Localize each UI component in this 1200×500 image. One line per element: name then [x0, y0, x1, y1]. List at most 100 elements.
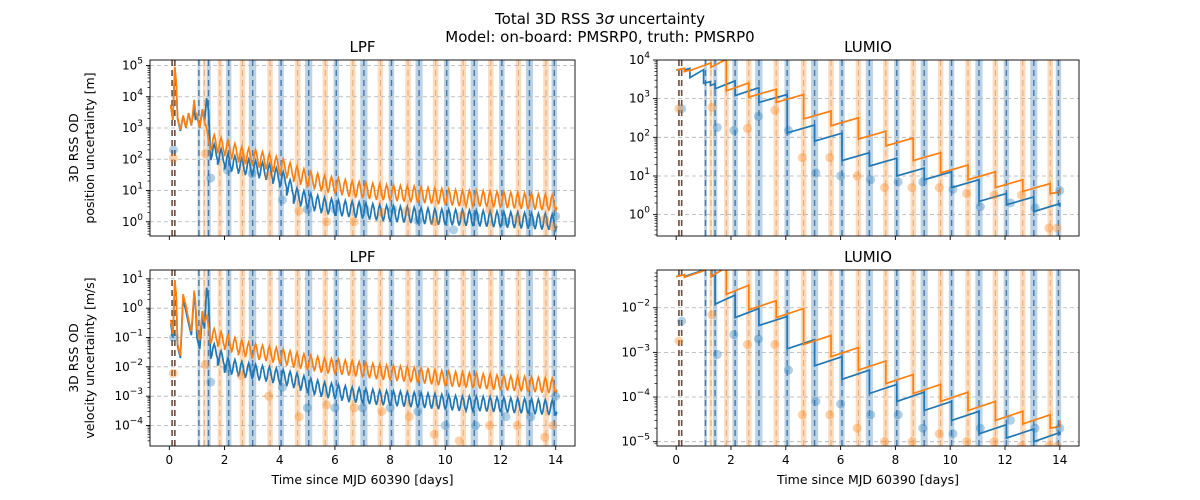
- data-marker-orange: [454, 436, 464, 446]
- data-marker-blue: [302, 204, 312, 214]
- data-marker-orange: [825, 153, 835, 163]
- data-marker-orange: [852, 171, 862, 181]
- y-tick-label: 10−4: [621, 388, 650, 404]
- x-tick-label: 8: [386, 453, 394, 467]
- y-axis-label-line1: 3D RSS OD: [66, 113, 81, 183]
- data-marker-orange: [168, 153, 178, 163]
- series-line-2: [169, 280, 558, 394]
- tracking-band-blue: [1003, 270, 1010, 446]
- tracking-band-blue: [225, 60, 232, 236]
- y-tick-label: 100: [629, 206, 650, 222]
- data-marker-orange: [377, 407, 387, 417]
- data-marker-orange: [879, 183, 889, 193]
- tracking-band-blue: [948, 270, 955, 446]
- data-marker-blue: [677, 104, 687, 114]
- data-marker-blue: [1005, 415, 1015, 425]
- data-marker-orange: [1044, 441, 1054, 446]
- tracking-band-orange: [202, 270, 206, 446]
- data-marker-blue: [440, 420, 450, 430]
- x-tick-label: 6: [331, 453, 339, 467]
- x-tick-label: 14: [548, 453, 563, 467]
- data-marker-orange: [989, 190, 999, 200]
- data-marker-blue: [1055, 186, 1065, 196]
- x-tick-label: 12: [997, 453, 1012, 467]
- data-marker-orange: [200, 149, 210, 159]
- tracking-band-blue: [360, 60, 368, 236]
- data-marker-orange: [674, 104, 684, 114]
- data-marker-blue: [247, 169, 257, 179]
- data-marker-blue: [222, 363, 232, 373]
- tracking-band-orange: [965, 270, 971, 446]
- data-marker-orange: [1016, 190, 1026, 200]
- tracking-band-blue: [206, 60, 211, 236]
- data-marker-blue: [784, 126, 794, 136]
- tracking-band-orange: [515, 60, 522, 236]
- x-tick-label: 0: [672, 453, 680, 467]
- tracking-band-orange: [239, 270, 246, 446]
- data-marker-orange: [934, 183, 944, 193]
- data-marker-blue: [168, 332, 178, 342]
- data-marker-blue: [449, 225, 459, 235]
- data-marker-orange: [512, 420, 522, 430]
- data-marker-orange: [294, 412, 304, 422]
- x-tick-label: 4: [782, 453, 790, 467]
- tracking-band-blue: [713, 270, 718, 446]
- y-tick-label: 10−2: [621, 299, 650, 315]
- series-line-2: [169, 66, 558, 212]
- data-marker-orange: [907, 437, 917, 446]
- data-marker-blue: [893, 410, 903, 420]
- tracking-band-orange: [1020, 270, 1026, 446]
- tracking-band-orange: [294, 60, 301, 236]
- data-marker-blue: [413, 215, 423, 225]
- tracking-band-orange: [543, 60, 549, 236]
- tracking-band-blue: [1003, 60, 1010, 236]
- tracking-band-orange: [746, 270, 752, 446]
- tracking-band-orange: [405, 270, 411, 446]
- data-marker-orange: [852, 423, 862, 433]
- data-marker-orange: [457, 210, 467, 220]
- tracking-band-blue: [1055, 270, 1062, 446]
- tracking-band-blue: [248, 60, 257, 236]
- x-tick-label: 10: [438, 453, 453, 467]
- tracking-band-blue: [525, 270, 534, 446]
- data-marker-orange: [1052, 441, 1062, 446]
- data-marker-blue: [753, 111, 763, 121]
- tracking-band-blue: [755, 270, 763, 446]
- data-marker-blue: [277, 195, 287, 205]
- y-tick-label: 101: [122, 182, 143, 198]
- tracking-band-blue: [1055, 60, 1062, 236]
- tracking-band-blue: [755, 60, 763, 236]
- data-marker-orange: [429, 217, 439, 227]
- tracking-band-blue: [333, 270, 340, 446]
- y-axis-label-line2: velocity uncertainty [m/s]: [82, 277, 97, 438]
- y-tick-label: 103: [629, 90, 650, 106]
- tracking-band-orange: [1020, 60, 1026, 236]
- series-line-1: [169, 68, 558, 233]
- data-marker-blue: [975, 423, 985, 433]
- panel-title: LPF: [349, 248, 375, 266]
- tracking-band-blue: [197, 270, 201, 446]
- tracking-band-orange: [432, 60, 439, 236]
- data-marker-blue: [918, 423, 928, 433]
- tracking-band-blue: [811, 60, 819, 236]
- axes-frame: [656, 269, 1080, 447]
- tracking-band-orange: [855, 60, 862, 236]
- tracking-band-blue: [1030, 60, 1038, 236]
- y-tick-label: 104: [122, 88, 143, 104]
- data-marker-orange: [879, 437, 889, 446]
- series-line-2: [676, 60, 1061, 195]
- y-tick-label: 102: [629, 128, 650, 144]
- data-marker-orange: [797, 410, 807, 420]
- tracking-band-blue: [415, 60, 423, 236]
- data-marker-orange: [825, 410, 835, 420]
- data-marker-blue: [712, 349, 722, 359]
- tracking-band-orange: [937, 270, 944, 446]
- axes-frame: [149, 59, 576, 237]
- tracking-band-blue: [894, 60, 900, 236]
- data-marker-orange: [989, 437, 999, 446]
- panel-title: LUMIO: [844, 38, 892, 56]
- data-marker-blue: [948, 429, 958, 439]
- data-marker-blue: [206, 173, 216, 183]
- data-marker-orange: [548, 222, 558, 232]
- x-tick-label: 10: [943, 453, 958, 467]
